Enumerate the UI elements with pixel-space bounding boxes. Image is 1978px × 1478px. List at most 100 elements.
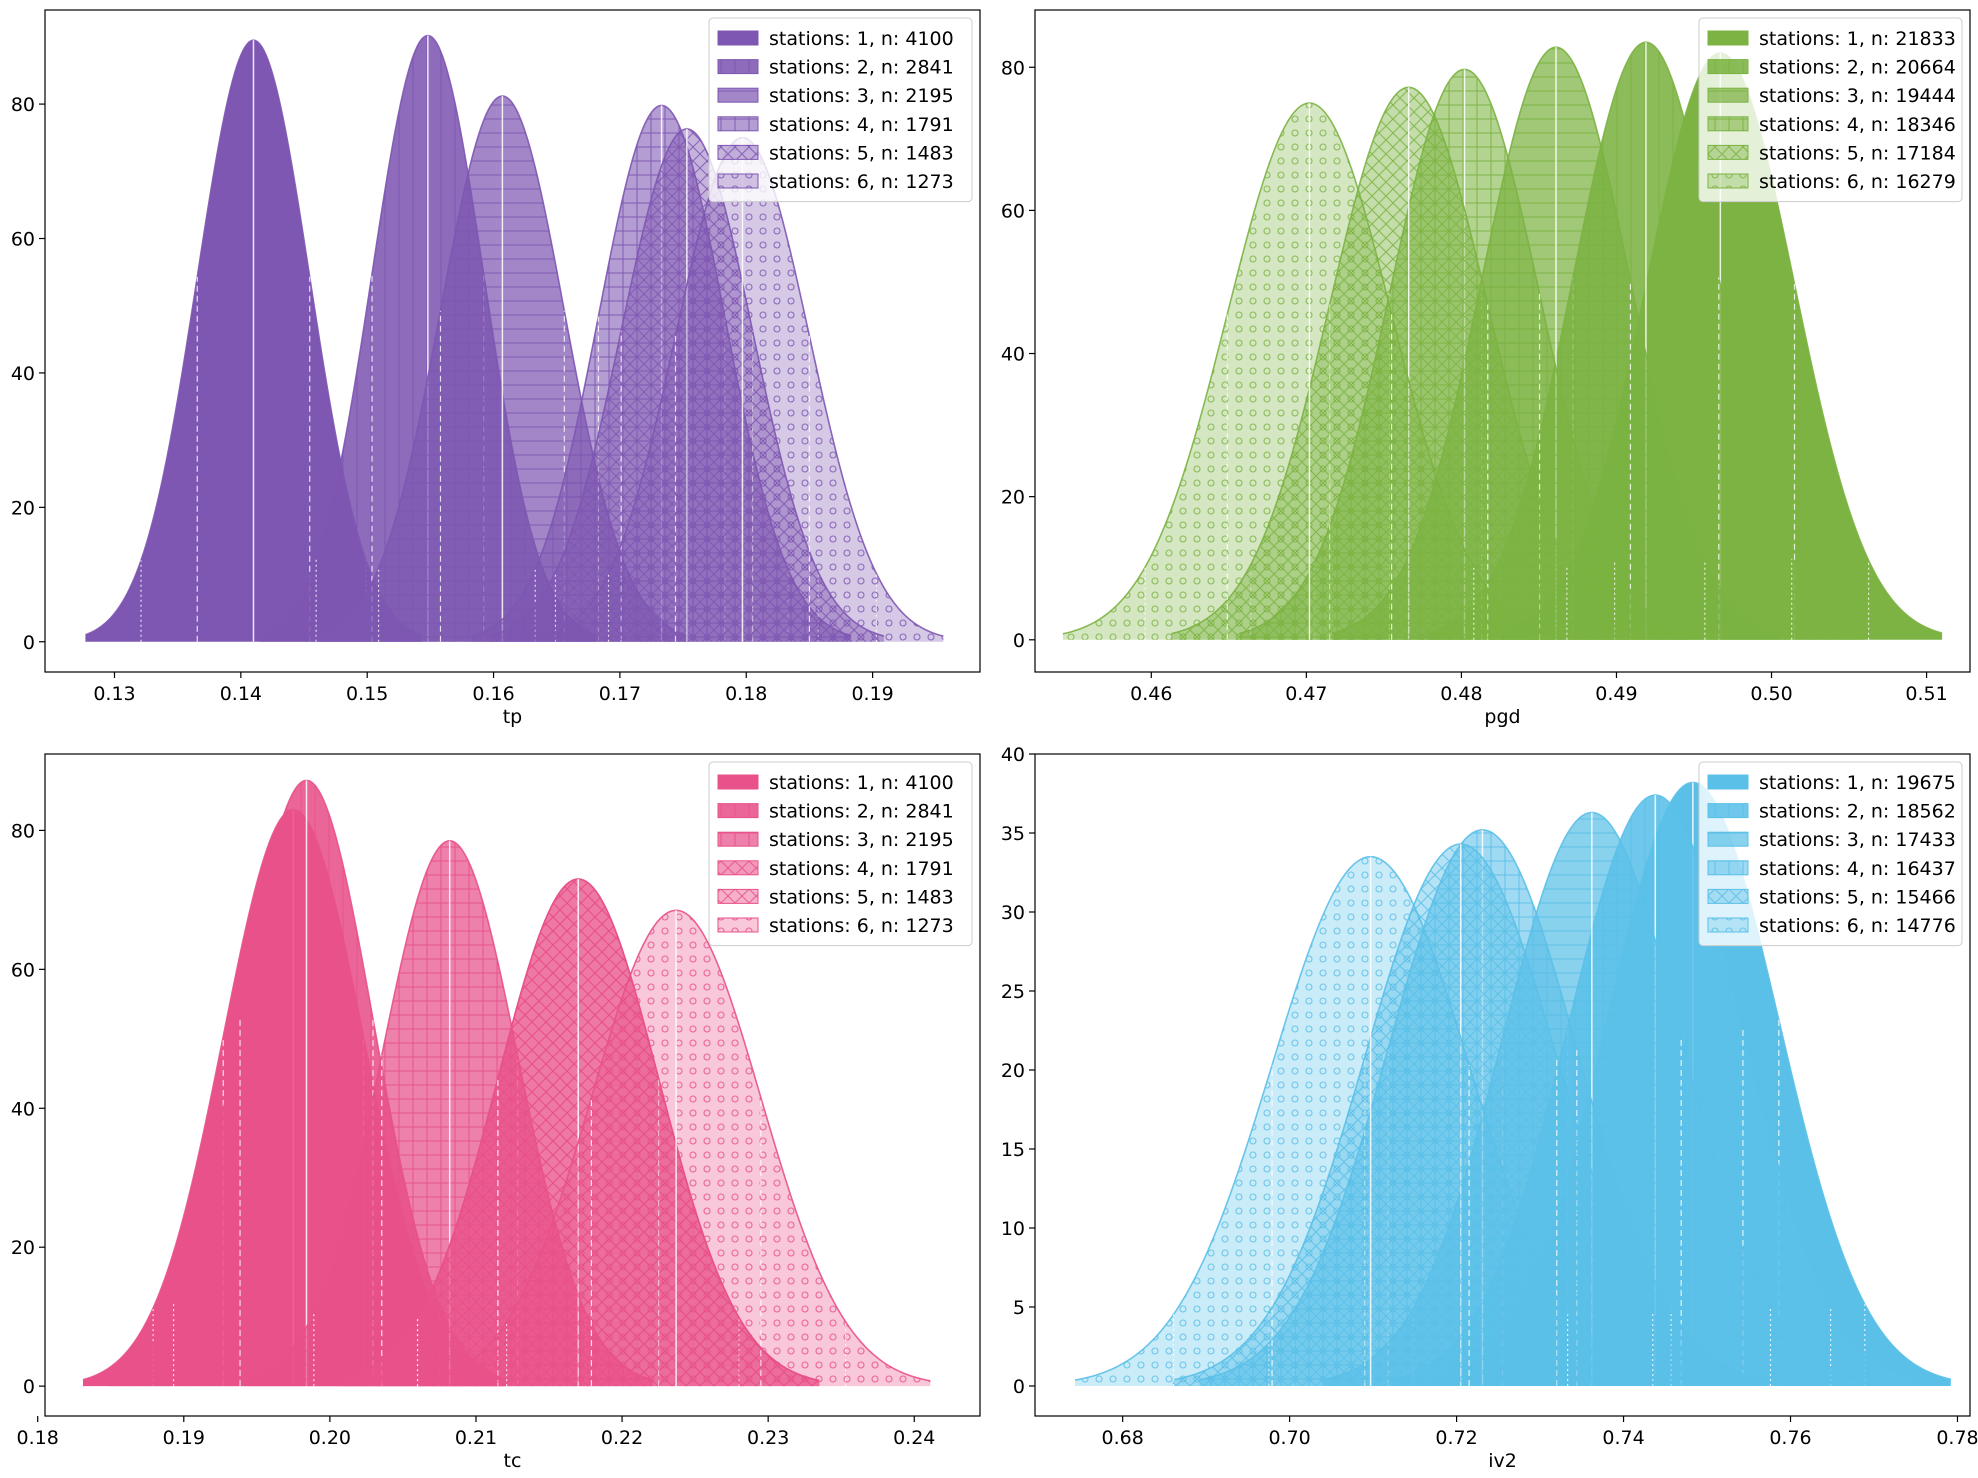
y-tick-label: 40 (1001, 744, 1025, 766)
legend-label: stations: 6, n: 14776 (1759, 915, 1956, 937)
legend-box (708, 761, 973, 947)
legend-item: stations: 6, n: 14776 (1707, 915, 1956, 937)
legend-swatch-hatch (718, 145, 758, 160)
x-tick-label: 0.23 (747, 1427, 789, 1449)
legend-swatch-hatch (718, 803, 758, 818)
legend-label: stations: 6, n: 16279 (1759, 171, 1956, 193)
legend-label: stations: 1, n: 4100 (769, 772, 954, 794)
x-tick-label: 0.78 (1936, 1427, 1978, 1449)
y-tick-label: 35 (1001, 823, 1025, 845)
legend-swatch-hatch (1708, 918, 1748, 932)
legend: stations: 1, n: 4100 stations: 2, n: 2841… (708, 17, 973, 203)
legend: stations: 1, n: 19675 stations: 2, n: 185… (1698, 761, 1963, 947)
y-tick-label: 80 (1001, 57, 1025, 79)
legend-label: stations: 5, n: 1483 (769, 142, 954, 164)
chart-panel-pgd: 0.46 0.47 0.48 0.49 0.50 0.51 0 20 40 60 80 pgd stat… (1001, 9, 1971, 728)
y-tick-label: 15 (1001, 1139, 1025, 1161)
legend-swatch (717, 30, 759, 46)
axes-frame (1034, 753, 1971, 1417)
axes-frame (44, 9, 981, 673)
legend-item: stations: 1, n: 19675 (1707, 772, 1956, 794)
legend-item: stations: 1, n: 4100 (717, 772, 954, 794)
x-axis-label: tc (504, 1450, 522, 1472)
legend-label: stations: 3, n: 19444 (1759, 85, 1956, 107)
legend-label: stations: 5, n: 17184 (1759, 142, 1956, 164)
x-tick-label: 0.22 (601, 1427, 643, 1449)
x-tick-label: 0.74 (1602, 1427, 1644, 1449)
y-tick-label: 40 (11, 1098, 35, 1120)
x-axis-label: tp (503, 706, 523, 728)
legend-item: stations: 4, n: 16437 (1707, 858, 1956, 880)
chart-panel-tp: 0.13 0.14 0.15 0.16 0.17 0.18 0.19 0 20 40 60 80 tp s… (11, 9, 981, 728)
legend-swatch-hatch (1708, 174, 1748, 188)
series-6 (421, 909, 931, 1387)
legend-swatch-hatch (718, 116, 758, 131)
legend-label: stations: 2, n: 2841 (769, 57, 954, 79)
legend-swatch (1707, 774, 1749, 790)
x-tick-label: 0.46 (1130, 683, 1172, 705)
legend-item: stations: 2, n: 18562 (1707, 801, 1956, 823)
plot-area (82, 779, 931, 1387)
legend-item: stations: 2, n: 2841 (717, 57, 954, 79)
legend-swatch-hatch (718, 832, 758, 847)
y-tick-label: 40 (1001, 344, 1025, 366)
legend-swatch-hatch (1708, 889, 1748, 904)
legend-item: stations: 4, n: 1791 (717, 858, 954, 880)
legend-swatch-hatch (718, 889, 758, 904)
y-tick-label: 10 (1001, 1218, 1025, 1240)
y-tick-label: 5 (1013, 1297, 1025, 1319)
x-tick-label: 0.50 (1750, 683, 1792, 705)
y-tick-label: 80 (11, 820, 35, 842)
legend-swatch (717, 774, 759, 790)
legend-label: stations: 1, n: 21833 (1759, 28, 1956, 50)
legend-label: stations: 2, n: 2841 (769, 801, 954, 823)
plot-area (1062, 41, 1943, 640)
x-tick-label: 0.51 (1905, 683, 1947, 705)
x-tick-label: 0.13 (93, 683, 135, 705)
legend-label: stations: 4, n: 16437 (1759, 858, 1956, 880)
legend-label: stations: 3, n: 2195 (769, 829, 954, 851)
y-tick-label: 20 (11, 1237, 35, 1259)
legend-item: stations: 3, n: 2195 (717, 829, 954, 851)
legend-item: stations: 2, n: 2841 (717, 801, 954, 823)
legend-label: stations: 2, n: 18562 (1759, 801, 1956, 823)
x-tick-label: 0.19 (851, 683, 893, 705)
legend-label: stations: 3, n: 17433 (1759, 829, 1956, 851)
legend-item: stations: 2, n: 20664 (1707, 57, 1956, 79)
y-tick-label: 20 (1001, 1060, 1025, 1082)
legend-swatch-hatch (1708, 803, 1748, 818)
chart-panel-tc: 0.18 0.19 0.20 0.21 0.22 0.23 0.24 0 20 40 60 80 tc s… (11, 753, 981, 1472)
x-tick-label: 0.47 (1285, 683, 1327, 705)
legend-box (1698, 17, 1963, 203)
y-tick-label: 25 (1001, 981, 1025, 1003)
legend-label: stations: 5, n: 15466 (1759, 886, 1956, 908)
x-axis-label: pgd (1484, 706, 1520, 728)
series-6 (1074, 855, 1667, 1386)
plot-area (1074, 781, 1951, 1386)
y-tick-label: 20 (1001, 487, 1025, 509)
x-tick-label: 0.76 (1769, 1427, 1811, 1449)
legend-label: stations: 1, n: 4100 (769, 28, 954, 50)
x-tick-label: 0.72 (1435, 1427, 1477, 1449)
legend: stations: 1, n: 21833 stations: 2, n: 206… (1698, 17, 1963, 203)
legend-item: stations: 1, n: 21833 (1707, 28, 1956, 50)
x-tick-label: 0.24 (893, 1427, 935, 1449)
legend-label: stations: 1, n: 19675 (1759, 772, 1956, 794)
y-tick-label: 0 (23, 632, 35, 654)
legend-item: stations: 6, n: 1273 (717, 915, 954, 937)
y-tick-label: 0 (1013, 630, 1025, 652)
legend-swatch-hatch (718, 59, 758, 74)
legend-item: stations: 5, n: 1483 (717, 886, 954, 908)
x-tick-label: 0.16 (472, 683, 514, 705)
legend-swatch-hatch (1708, 145, 1748, 160)
legend-box (708, 17, 973, 203)
x-axis-label: iv2 (1488, 1450, 1517, 1472)
legend-swatch-hatch (1708, 860, 1748, 875)
legend-swatch-hatch (718, 860, 758, 875)
x-tick-label: 0.68 (1102, 1427, 1144, 1449)
legend-item: stations: 3, n: 2195 (717, 85, 954, 107)
legend-label: stations: 6, n: 1273 (769, 915, 954, 937)
x-tick-label: 0.70 (1268, 1427, 1310, 1449)
y-tick-label: 60 (11, 959, 35, 981)
legend-item: stations: 6, n: 1273 (717, 171, 954, 193)
